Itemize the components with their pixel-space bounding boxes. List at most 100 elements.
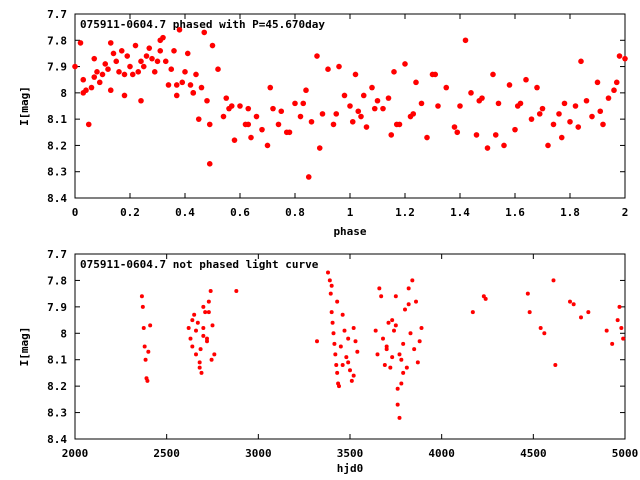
x-tick-label: 0.2 xyxy=(120,206,140,219)
data-point xyxy=(201,29,208,36)
data-point xyxy=(194,352,198,357)
data-point xyxy=(351,326,356,330)
data-point xyxy=(198,347,203,352)
data-point xyxy=(349,118,356,125)
data-point xyxy=(369,84,375,91)
data-point xyxy=(551,278,556,283)
data-point xyxy=(187,82,194,88)
data-point xyxy=(501,142,507,149)
data-point xyxy=(340,312,345,317)
data-point xyxy=(388,365,393,370)
data-point xyxy=(392,328,396,333)
data-point xyxy=(292,100,298,107)
data-point xyxy=(141,326,146,330)
data-point xyxy=(168,66,175,72)
data-point xyxy=(245,105,252,112)
data-point xyxy=(346,360,351,365)
data-point xyxy=(432,71,439,78)
data-point xyxy=(231,137,238,143)
data-point xyxy=(146,349,151,354)
data-point xyxy=(613,79,620,86)
data-point xyxy=(414,299,418,304)
data-point xyxy=(506,82,513,88)
data-point xyxy=(539,105,546,112)
data-point xyxy=(571,302,576,307)
data-point xyxy=(385,95,392,101)
data-point xyxy=(468,90,474,96)
data-point xyxy=(154,58,161,65)
y-axis-title: I[mag] xyxy=(18,86,31,126)
data-point xyxy=(194,328,198,333)
data-point xyxy=(330,121,337,128)
y-tick-label: 7.9 xyxy=(47,61,67,74)
data-point xyxy=(336,63,342,70)
data-point xyxy=(121,71,128,78)
data-point xyxy=(335,370,340,375)
data-point xyxy=(99,71,106,78)
data-point xyxy=(80,76,87,83)
data-point xyxy=(193,71,199,78)
data-point xyxy=(316,145,323,151)
data-point xyxy=(377,286,382,291)
data-point xyxy=(326,270,330,275)
data-point xyxy=(192,312,197,317)
data-point xyxy=(575,124,582,130)
x-tick-label: 0.4 xyxy=(175,206,195,219)
data-point xyxy=(408,331,413,336)
data-point xyxy=(212,352,217,357)
data-point xyxy=(199,370,204,375)
data-point xyxy=(91,55,98,62)
data-point xyxy=(558,134,565,141)
y-tick-label: 8 xyxy=(60,87,67,100)
data-point xyxy=(393,121,400,128)
data-point xyxy=(116,69,122,75)
y-tick-label: 8.2 xyxy=(47,380,67,393)
y-tick-label: 8.4 xyxy=(47,433,67,446)
data-point xyxy=(417,339,422,344)
data-point xyxy=(335,299,340,304)
data-point xyxy=(113,58,120,65)
data-point xyxy=(617,304,622,309)
data-point xyxy=(384,344,389,349)
data-point xyxy=(615,318,620,323)
data-point xyxy=(604,328,609,333)
data-point xyxy=(348,368,352,373)
x-tick-label: 1.2 xyxy=(395,206,415,219)
data-point xyxy=(203,310,208,315)
data-point xyxy=(492,132,499,138)
y-tick-label: 7.8 xyxy=(47,34,67,47)
data-point xyxy=(300,100,307,107)
x-tick-label: 1.4 xyxy=(450,206,470,219)
data-point xyxy=(139,294,144,299)
x-tick-label: 1.8 xyxy=(560,206,580,219)
x-axis-title: phase xyxy=(333,225,366,238)
data-point xyxy=(245,121,252,128)
data-point xyxy=(473,132,480,138)
data-point xyxy=(583,97,590,104)
data-point xyxy=(184,50,191,57)
y-tick-label: 8.3 xyxy=(47,166,67,179)
data-point xyxy=(395,386,400,391)
data-point xyxy=(209,42,216,49)
data-point xyxy=(495,100,502,107)
data-point xyxy=(399,357,404,362)
x-axis-title: hjd0 xyxy=(337,462,364,475)
data-point xyxy=(572,103,579,109)
data-point xyxy=(340,363,345,367)
y-tick-label: 7.8 xyxy=(47,274,67,287)
data-point xyxy=(165,82,172,88)
data-point xyxy=(404,365,409,370)
data-point xyxy=(328,291,333,296)
data-point xyxy=(352,71,359,78)
data-point xyxy=(610,341,615,346)
data-point xyxy=(94,69,100,75)
data-point xyxy=(138,58,144,65)
data-point xyxy=(419,326,424,330)
data-point xyxy=(96,79,103,86)
data-point xyxy=(395,402,400,407)
data-point xyxy=(512,126,518,133)
data-point xyxy=(179,79,186,86)
data-point xyxy=(140,63,147,70)
data-point xyxy=(594,79,601,86)
